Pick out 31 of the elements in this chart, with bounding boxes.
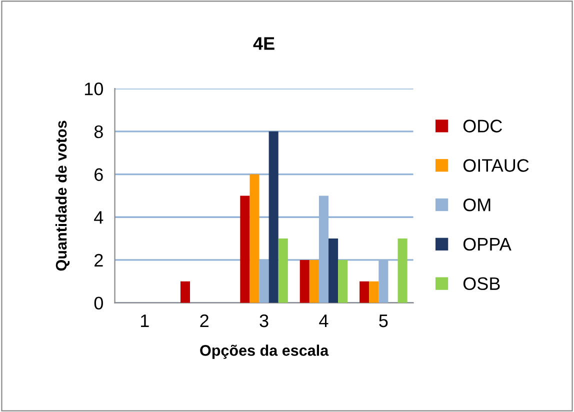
legend-label: ODC: [463, 120, 502, 132]
legend-label: OPPA: [463, 238, 512, 251]
bar: [278, 238, 288, 303]
legend-label: OM: [463, 198, 490, 212]
y-tick-label: 2: [94, 254, 103, 267]
legend-label: OITAUC: [463, 159, 529, 172]
y-axis-title: Quantidade de votos: [55, 120, 70, 271]
y-tick-label: 6: [94, 168, 103, 181]
y-tick-label: 8: [94, 125, 103, 138]
x-tick-label: 5: [379, 314, 388, 328]
bar: [360, 281, 370, 303]
bar: [180, 281, 190, 303]
chart-title: 4E: [253, 37, 274, 50]
bar: [240, 196, 250, 303]
legend-label: OSB: [463, 277, 500, 290]
bar: [250, 174, 260, 303]
bar: [369, 281, 379, 303]
bar: [338, 260, 348, 303]
x-tick-label: 3: [260, 314, 268, 328]
y-tick-label: 0: [94, 296, 103, 310]
bar: [268, 131, 278, 303]
y-tick-label: 10: [84, 82, 103, 96]
x-tick-label: 1: [141, 314, 149, 328]
bar: [300, 260, 310, 303]
x-tick-label: 4: [319, 314, 328, 328]
x-axis-title: Opções da escala: [200, 344, 329, 359]
x-tick-label: 2: [200, 314, 208, 328]
bar: [309, 260, 319, 303]
bar: [328, 238, 338, 303]
bar: [398, 238, 408, 303]
y-tick-label: 4: [94, 211, 104, 224]
